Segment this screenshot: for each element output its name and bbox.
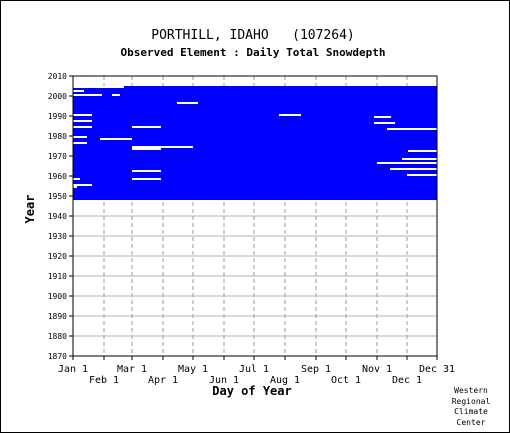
y-tick-label: 1950 <box>48 192 67 201</box>
credit-line: Climate <box>454 407 488 416</box>
y-tick-label: 1920 <box>48 252 67 261</box>
missing-data-segment <box>177 102 198 104</box>
missing-data-segment <box>374 116 391 118</box>
missing-data-segment <box>407 174 437 176</box>
y-tick-label: 2010 <box>48 72 67 81</box>
missing-data-segment <box>279 114 301 116</box>
y-axis-label: Year <box>23 195 37 224</box>
x-tick-label: May 1 <box>178 364 208 375</box>
credit-line: Center <box>456 417 486 427</box>
y-tick-label: 1990 <box>48 112 67 121</box>
missing-data-segment <box>402 158 437 160</box>
credit-line: Regional <box>451 396 491 406</box>
chart-title: PORTHILL, IDAHO (107264) <box>151 28 355 43</box>
y-tick-label: 1890 <box>48 312 67 321</box>
observed-data-block <box>73 86 437 200</box>
missing-data-segment <box>374 122 395 124</box>
x-tick-label: Feb 1 <box>89 375 119 386</box>
missing-data-segment <box>73 142 87 144</box>
missing-data-segment <box>112 94 120 96</box>
y-tick-label: 1940 <box>48 212 67 221</box>
x-tick-label: Dec 31 <box>419 364 455 375</box>
y-tick-label: 1930 <box>48 232 67 241</box>
x-tick-label: Apr 1 <box>148 375 178 386</box>
x-tick-label: Oct 1 <box>331 375 361 386</box>
credit-line: Western <box>454 386 488 395</box>
y-tick-label: 1910 <box>48 272 67 281</box>
missing-data-segment <box>73 178 80 180</box>
x-tick-label: Aug 1 <box>270 375 300 386</box>
x-tick-label: Nov 1 <box>362 364 392 375</box>
missing-data-segment <box>73 94 102 96</box>
missing-data-segment <box>390 168 437 170</box>
y-tick-label: 1870 <box>48 352 67 361</box>
missing-data-segment <box>73 114 92 116</box>
missing-data-segment <box>73 186 77 188</box>
y-tick-label: 1880 <box>48 332 67 341</box>
missing-data-segment <box>387 128 437 130</box>
y-tick-label: 1980 <box>48 132 67 141</box>
missing-data-segment <box>132 170 161 172</box>
y-tick-label: 2000 <box>48 92 67 101</box>
missing-data-segment <box>408 150 437 152</box>
y-tick-label: 1900 <box>48 292 67 301</box>
missing-data-segment <box>132 126 161 128</box>
x-tick-label: Jun 1 <box>209 375 239 386</box>
missing-data-segment <box>132 148 161 150</box>
y-tick-label: 1970 <box>48 152 67 161</box>
missing-data-segment <box>73 86 124 88</box>
missing-data-segment <box>73 184 92 186</box>
missing-data-segment <box>100 138 132 140</box>
x-tick-label: Sep 1 <box>301 364 331 375</box>
missing-data-segment <box>132 178 161 180</box>
x-tick-label: Jul 1 <box>239 364 269 375</box>
x-tick-label: Dec 1 <box>392 375 422 386</box>
x-tick-label: Jan 1 <box>58 364 88 375</box>
missing-data-segment <box>73 126 92 128</box>
missing-data-segment <box>377 162 437 164</box>
missing-data-segment <box>73 120 92 122</box>
x-axis-label: Day of Year <box>212 384 291 398</box>
missing-data-segment <box>132 146 193 148</box>
missing-data-segment <box>73 136 87 138</box>
y-tick-label: 1960 <box>48 172 67 181</box>
x-tick-label: Mar 1 <box>117 364 147 375</box>
missing-data-segment <box>73 90 84 92</box>
chart-subtitle: Observed Element : Daily Total Snowdepth <box>121 46 386 59</box>
wrcc-credit: Western Regional Climate Center <box>447 386 495 428</box>
